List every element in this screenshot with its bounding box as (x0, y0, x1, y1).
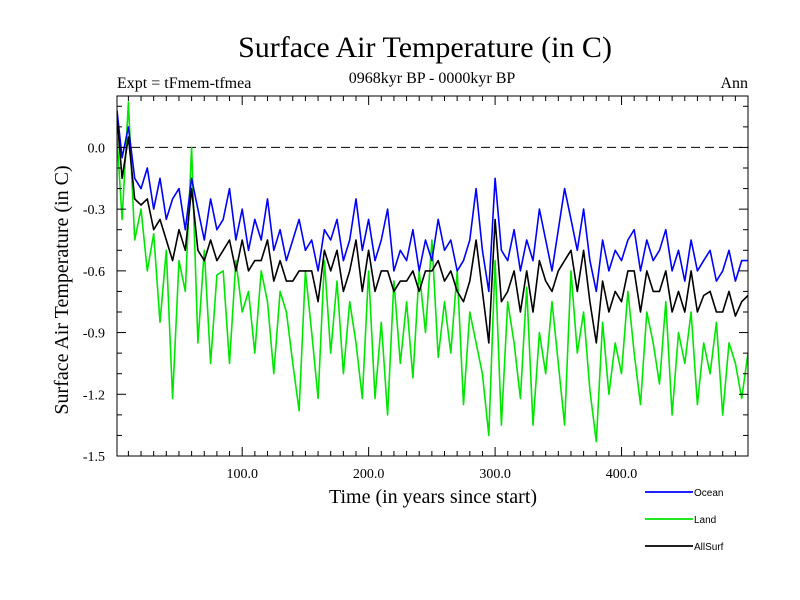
y-tick-label: -0.3 (83, 203, 105, 218)
y-tick-label: -0.6 (83, 265, 105, 280)
x-tick-label: 100.0 (226, 467, 258, 482)
x-tick-label: 300.0 (479, 467, 511, 482)
y-tick-label: -1.5 (83, 450, 105, 465)
y-tick-label: -0.9 (83, 327, 105, 342)
series-line-allsurf (117, 116, 748, 344)
legend-label-land: Land (694, 515, 716, 526)
series-line-ocean (117, 110, 748, 293)
chart-title: Surface Air Temperature (in C) (238, 31, 612, 64)
expt-label: Expt = tFmem-tfmea (117, 75, 251, 92)
legend: Ocean Land AllSurf (645, 488, 724, 553)
season-label: Ann (720, 75, 748, 92)
axes: 100.0 200.0 300.0 400.0 0.0 -0.3 -0.6 -0.9 -1.2 -… (83, 95, 749, 482)
x-tick-label: 200.0 (353, 467, 385, 482)
y-axis-label: Surface Air Temperature (in C) (51, 165, 73, 414)
plot-area (117, 101, 748, 443)
x-tick-label: 400.0 (606, 467, 638, 482)
legend-label-ocean: Ocean (694, 488, 723, 499)
series-line-land (117, 101, 748, 443)
y-tick-label: -1.2 (83, 388, 105, 403)
period-label: 0968kyr BP - 0000kyr BP (349, 70, 516, 87)
legend-label-allsurf: AllSurf (694, 542, 724, 553)
plot-frame (116, 95, 749, 457)
x-axis-label: Time (in years since start) (329, 486, 537, 508)
y-tick-label: 0.0 (88, 141, 106, 156)
